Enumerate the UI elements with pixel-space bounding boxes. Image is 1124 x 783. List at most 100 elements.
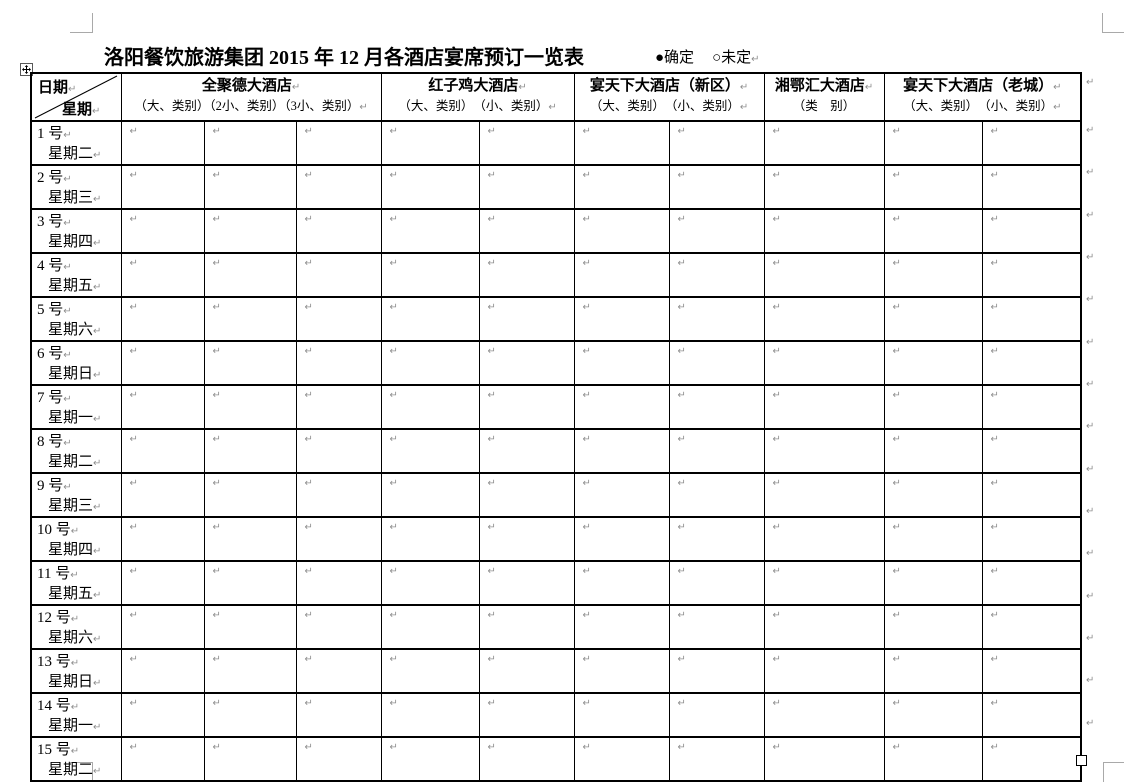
date-cell[interactable]: 2 号↵ 星期三↵ xyxy=(30,164,122,210)
booking-cell[interactable]: ↵ xyxy=(981,384,1082,430)
booking-cell[interactable]: ↵ xyxy=(573,560,670,606)
booking-cell[interactable]: ↵ xyxy=(380,296,480,342)
booking-cell[interactable]: ↵ xyxy=(120,164,205,210)
booking-cell[interactable]: ↵ xyxy=(295,208,382,254)
booking-cell[interactable]: ↵ xyxy=(203,296,297,342)
booking-cell[interactable]: ↵ xyxy=(380,516,480,562)
hotel-header[interactable]: 全聚德大酒店↵ （大、类别）（2小、类别）（3小、类别）↵ xyxy=(120,72,382,122)
date-cell[interactable]: 15 号↵ 星期二↵ xyxy=(30,736,122,782)
booking-cell[interactable]: ↵ xyxy=(295,428,382,474)
booking-cell[interactable]: ↵ xyxy=(763,120,885,166)
booking-cell[interactable]: ↵ xyxy=(295,164,382,210)
date-cell[interactable]: 1 号↵ 星期二↵ xyxy=(30,120,122,166)
booking-cell[interactable]: ↵ xyxy=(668,560,765,606)
date-cell[interactable]: 11 号↵ 星期五↵ xyxy=(30,560,122,606)
booking-cell[interactable]: ↵ xyxy=(573,296,670,342)
booking-cell[interactable]: ↵ xyxy=(203,428,297,474)
booking-cell[interactable]: ↵ xyxy=(668,692,765,738)
booking-cell[interactable]: ↵ xyxy=(763,296,885,342)
booking-cell[interactable]: ↵ xyxy=(380,252,480,298)
booking-cell[interactable]: ↵ xyxy=(295,516,382,562)
booking-cell[interactable]: ↵ xyxy=(478,296,575,342)
booking-cell[interactable]: ↵ xyxy=(573,164,670,210)
booking-cell[interactable]: ↵ xyxy=(203,736,297,782)
booking-cell[interactable]: ↵ xyxy=(573,340,670,386)
booking-cell[interactable]: ↵ xyxy=(573,736,670,782)
booking-cell[interactable]: ↵ xyxy=(573,604,670,650)
booking-cell[interactable]: ↵ xyxy=(763,692,885,738)
booking-cell[interactable]: ↵ xyxy=(203,472,297,518)
booking-cell[interactable]: ↵ xyxy=(763,560,885,606)
booking-cell[interactable]: ↵ xyxy=(380,736,480,782)
booking-cell[interactable]: ↵ xyxy=(120,604,205,650)
booking-cell[interactable]: ↵ xyxy=(668,648,765,694)
booking-cell[interactable]: ↵ xyxy=(478,208,575,254)
booking-cell[interactable]: ↵ xyxy=(981,692,1082,738)
booking-cell[interactable]: ↵ xyxy=(668,384,765,430)
date-cell[interactable]: 6 号↵ 星期日↵ xyxy=(30,340,122,386)
date-cell[interactable]: 9 号↵ 星期三↵ xyxy=(30,472,122,518)
booking-cell[interactable]: ↵ xyxy=(981,648,1082,694)
booking-cell[interactable]: ↵ xyxy=(763,472,885,518)
booking-cell[interactable]: ↵ xyxy=(883,516,983,562)
booking-cell[interactable]: ↵ xyxy=(120,692,205,738)
date-cell[interactable]: 3 号↵ 星期四↵ xyxy=(30,208,122,254)
booking-cell[interactable]: ↵ xyxy=(203,208,297,254)
date-cell[interactable]: 8 号↵ 星期二↵ xyxy=(30,428,122,474)
booking-cell[interactable]: ↵ xyxy=(380,560,480,606)
table-move-handle[interactable] xyxy=(20,63,33,76)
booking-cell[interactable]: ↵ xyxy=(981,340,1082,386)
booking-cell[interactable]: ↵ xyxy=(120,560,205,606)
booking-cell[interactable]: ↵ xyxy=(883,736,983,782)
booking-cell[interactable]: ↵ xyxy=(295,560,382,606)
booking-cell[interactable]: ↵ xyxy=(478,472,575,518)
booking-cell[interactable]: ↵ xyxy=(380,208,480,254)
booking-cell[interactable]: ↵ xyxy=(295,340,382,386)
booking-cell[interactable]: ↵ xyxy=(380,340,480,386)
booking-cell[interactable]: ↵ xyxy=(203,692,297,738)
hotel-header[interactable]: 宴天下大酒店（新区）↵ （大、类别） （小、类别）↵ xyxy=(573,72,765,122)
booking-cell[interactable]: ↵ xyxy=(295,692,382,738)
booking-cell[interactable]: ↵ xyxy=(981,296,1082,342)
booking-cell[interactable]: ↵ xyxy=(120,472,205,518)
booking-cell[interactable]: ↵ xyxy=(120,340,205,386)
booking-cell[interactable]: ↵ xyxy=(573,692,670,738)
booking-cell[interactable]: ↵ xyxy=(295,120,382,166)
booking-cell[interactable]: ↵ xyxy=(478,120,575,166)
hotel-header[interactable]: 湘鄂汇大酒店↵ （类 别） xyxy=(763,72,885,122)
booking-cell[interactable]: ↵ xyxy=(883,340,983,386)
booking-cell[interactable]: ↵ xyxy=(380,384,480,430)
booking-cell[interactable]: ↵ xyxy=(120,384,205,430)
booking-cell[interactable]: ↵ xyxy=(478,252,575,298)
booking-cell[interactable]: ↵ xyxy=(981,516,1082,562)
booking-cell[interactable]: ↵ xyxy=(668,516,765,562)
booking-cell[interactable]: ↵ xyxy=(120,208,205,254)
booking-cell[interactable]: ↵ xyxy=(478,692,575,738)
booking-cell[interactable]: ↵ xyxy=(981,560,1082,606)
corner-header-cell[interactable]: 日期↵ 星期↵ xyxy=(30,72,122,122)
booking-cell[interactable]: ↵ xyxy=(203,384,297,430)
booking-cell[interactable]: ↵ xyxy=(573,428,670,474)
booking-cell[interactable]: ↵ xyxy=(883,164,983,210)
booking-cell[interactable]: ↵ xyxy=(295,384,382,430)
booking-cell[interactable]: ↵ xyxy=(203,560,297,606)
booking-cell[interactable]: ↵ xyxy=(573,384,670,430)
booking-cell[interactable]: ↵ xyxy=(668,164,765,210)
booking-cell[interactable]: ↵ xyxy=(763,516,885,562)
booking-cell[interactable]: ↵ xyxy=(763,428,885,474)
booking-cell[interactable]: ↵ xyxy=(883,604,983,650)
booking-cell[interactable]: ↵ xyxy=(203,516,297,562)
booking-cell[interactable]: ↵ xyxy=(883,692,983,738)
booking-cell[interactable]: ↵ xyxy=(668,252,765,298)
booking-cell[interactable]: ↵ xyxy=(883,120,983,166)
booking-cell[interactable]: ↵ xyxy=(573,208,670,254)
booking-cell[interactable]: ↵ xyxy=(668,296,765,342)
booking-cell[interactable]: ↵ xyxy=(763,604,885,650)
booking-cell[interactable]: ↵ xyxy=(380,164,480,210)
booking-cell[interactable]: ↵ xyxy=(883,384,983,430)
booking-cell[interactable]: ↵ xyxy=(203,604,297,650)
booking-cell[interactable]: ↵ xyxy=(120,252,205,298)
booking-cell[interactable]: ↵ xyxy=(120,648,205,694)
booking-cell[interactable]: ↵ xyxy=(981,164,1082,210)
booking-cell[interactable]: ↵ xyxy=(380,120,480,166)
